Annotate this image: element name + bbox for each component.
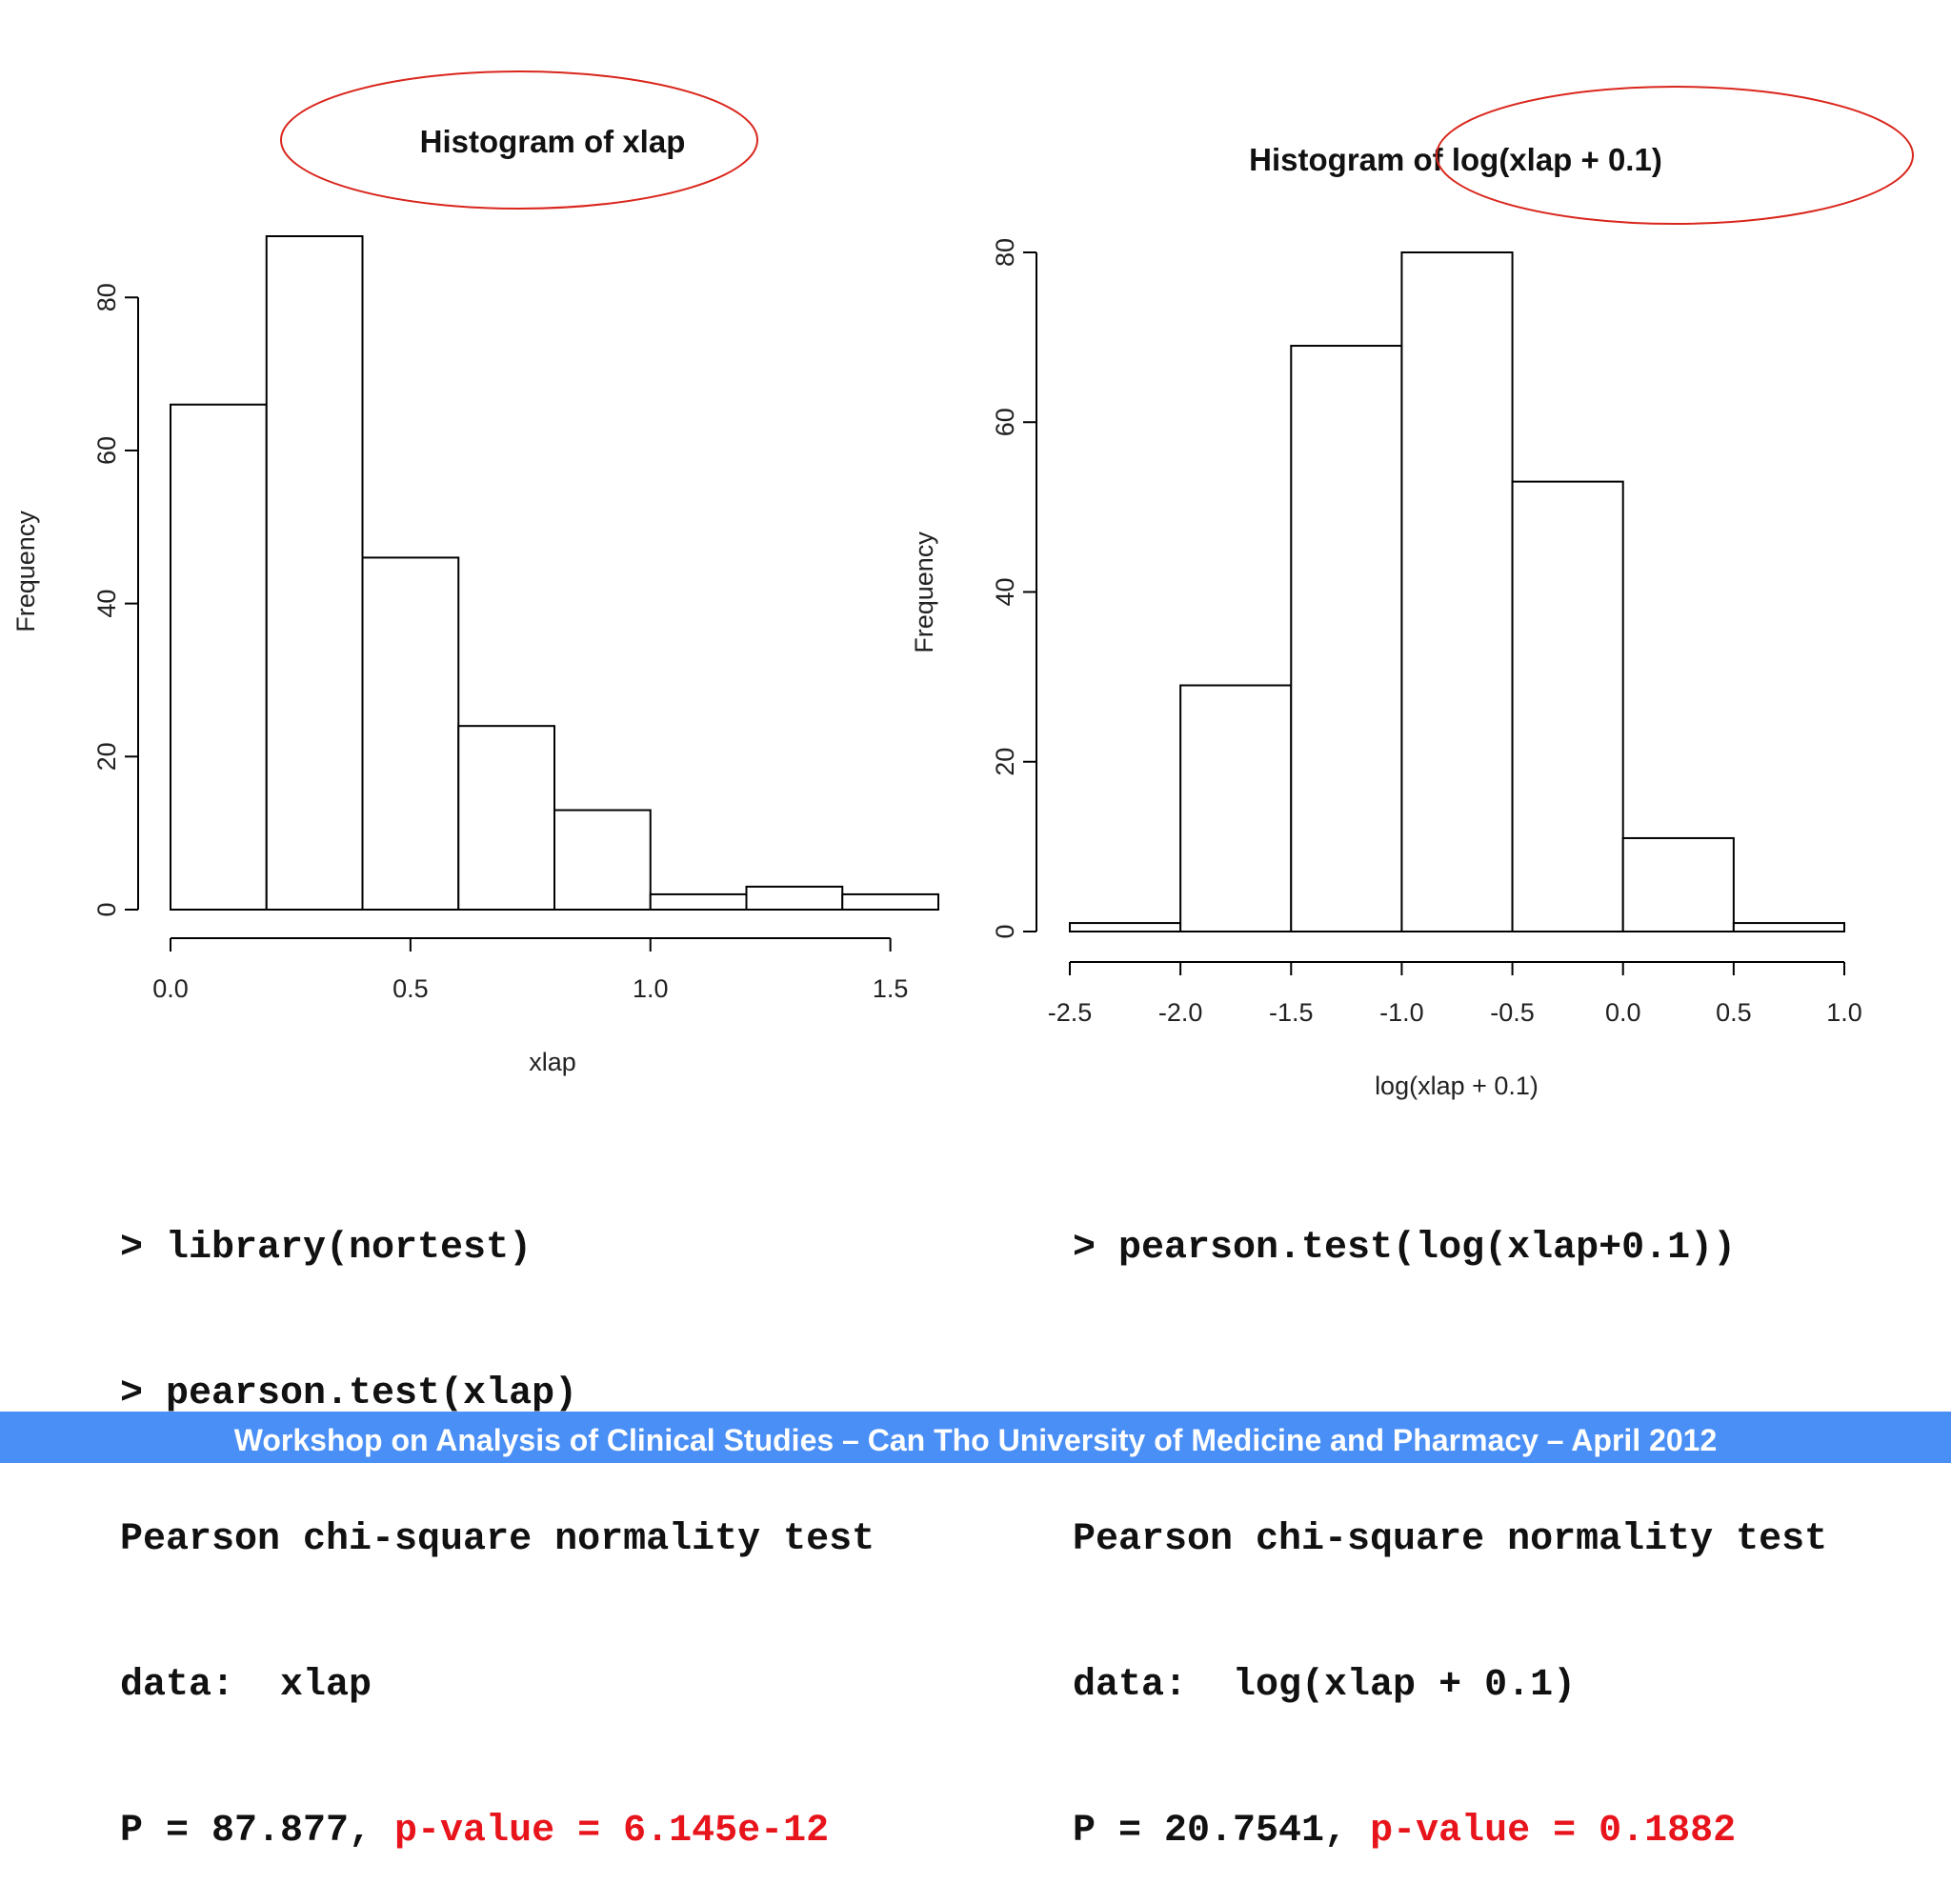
chart-title-left: Histogram of xlap: [420, 124, 686, 159]
histogram-bar: [1290, 345, 1403, 933]
histogram-bar: [1621, 836, 1735, 933]
y-tick-label: 60: [92, 436, 121, 465]
x-tick-label: -1.0: [1379, 998, 1424, 1027]
console-line-result: P = 87.877, p-value = 6.145e-12: [120, 1807, 875, 1855]
console-line-library: > library(nortest): [120, 1227, 533, 1270]
y-tick-label: 20: [92, 742, 121, 771]
histogram-bar: [1732, 922, 1846, 933]
x-axis-left: 0.0 0.5 1.0 1.5: [152, 937, 909, 1003]
x-tick-label: -2.5: [1048, 998, 1093, 1027]
histogram-bar: [1400, 251, 1514, 932]
footer-banner: Workshop on Analysis of Clinical Studies…: [0, 1412, 1951, 1463]
x-tick-label: 1.0: [1826, 998, 1862, 1027]
chart-left: Histogram of xlap 0 20 40 60 80 0.0 0.5 1.0 1.5…: [11, 70, 939, 1076]
y-axis-left: 0 20 40 60 80: [92, 283, 139, 917]
histogram-bar: [170, 403, 268, 911]
statistic-text: P = 20.7541,: [1073, 1810, 1371, 1853]
x-tick-label: -2.0: [1158, 998, 1203, 1027]
x-tick-label: 0.5: [1716, 998, 1752, 1027]
console-line-data: data: log(xlap + 0.1): [1073, 1664, 1577, 1707]
x-tick-label: -1.5: [1269, 998, 1314, 1027]
histogram-bar: [1069, 922, 1182, 933]
footer-text: Workshop on Analysis of Clinical Studies…: [233, 1423, 1718, 1457]
y-axis-right: 0 20 40 60 80: [991, 238, 1037, 939]
x-tick-label: -0.5: [1490, 998, 1535, 1027]
x-tick-label: 0.0: [1605, 998, 1641, 1027]
y-axis-label-right: Frequency: [910, 531, 938, 653]
histogram-bar: [745, 885, 844, 911]
console-output-right: > pearson.test(log(xlap+0.1)) Pearson ch…: [1073, 1127, 1827, 1904]
console-line-pearson-test: > pearson.test(xlap): [120, 1373, 578, 1415]
histogram-bar: [1511, 480, 1624, 932]
chart-right: Histogram of log(xlap + 0.1) 0 20 40 60 80 -…: [910, 86, 1914, 1100]
histogram-figure: Histogram of xlap 0 20 40 60 80 0.0 0.5 1.0 1.5…: [11, 70, 1914, 1100]
chart-title-right: Histogram of log(xlap + 0.1): [1249, 142, 1662, 177]
title-highlight-ellipse-right: [1436, 86, 1914, 225]
x-axis-label-right: log(xlap + 0.1): [1375, 1072, 1539, 1100]
p-value-text: p-value = 6.145e-12: [394, 1810, 830, 1853]
console-line-test-name: Pearson chi-square normality test: [1073, 1518, 1828, 1561]
histogram-bar: [1179, 684, 1293, 932]
statistic-text: P = 87.877,: [120, 1810, 395, 1853]
bars-right: [1069, 251, 1846, 933]
y-axis-label-left: Frequency: [11, 511, 40, 632]
y-tick-label: 20: [991, 748, 1019, 776]
x-tick-label: 0.0: [152, 974, 189, 1003]
histogram-bar: [457, 725, 555, 911]
y-tick-label: 60: [991, 408, 1019, 436]
y-tick-label: 40: [991, 577, 1019, 606]
y-tick-label: 0: [92, 902, 121, 916]
bars-left: [170, 235, 939, 912]
console-output-left: > library(nortest) > pearson.test(xlap) …: [120, 1127, 875, 1904]
x-axis-right: -2.5 -2.0 -1.5 -1.0 -0.5 0.0 0.5 1.0: [1048, 961, 1862, 1027]
x-axis-label-left: xlap: [529, 1048, 576, 1076]
y-tick-label: 80: [991, 238, 1019, 267]
x-tick-label: 1.5: [873, 974, 909, 1003]
histogram-bar: [265, 235, 364, 911]
histogram-bar: [841, 892, 939, 912]
histogram-bar: [361, 556, 460, 911]
console-line-test-name: Pearson chi-square normality test: [120, 1518, 875, 1561]
x-tick-label: 0.5: [392, 974, 429, 1003]
x-tick-label: 1.0: [633, 974, 669, 1003]
histogram-bar: [649, 892, 748, 912]
y-tick-label: 40: [92, 590, 121, 618]
histogram-bar: [553, 809, 652, 912]
console-line-result: P = 20.7541, p-value = 0.1882: [1073, 1807, 1827, 1855]
console-line-pearson-test: > pearson.test(log(xlap+0.1)): [1073, 1227, 1737, 1270]
p-value-text: p-value = 0.1882: [1370, 1810, 1737, 1853]
title-highlight-ellipse-left: [280, 70, 758, 210]
y-tick-label: 0: [991, 924, 1019, 938]
console-line-data: data: xlap: [120, 1664, 372, 1707]
y-tick-label: 80: [92, 283, 121, 311]
